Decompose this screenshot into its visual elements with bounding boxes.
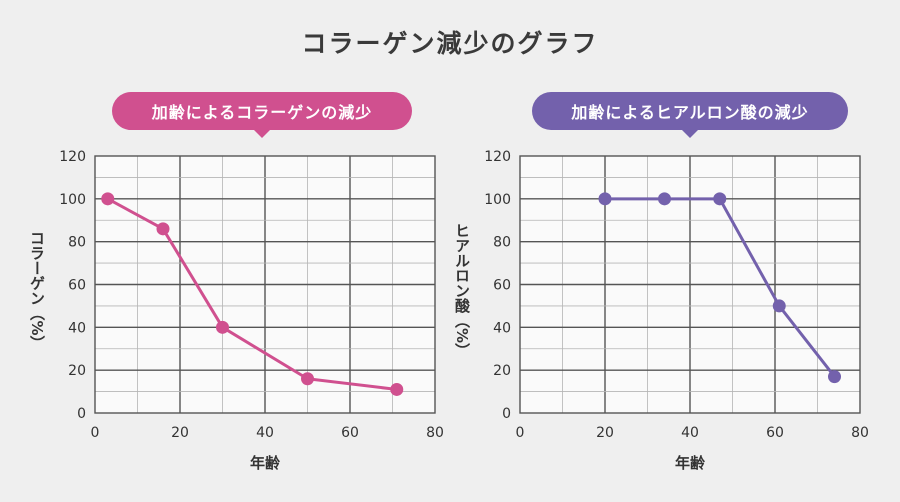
x-tick-label: 80 bbox=[426, 425, 444, 441]
y-tick-label: 60 bbox=[68, 278, 86, 294]
hyaluronic-data-point bbox=[598, 192, 612, 206]
x-tick-label: 0 bbox=[91, 425, 100, 441]
x-tick-label: 20 bbox=[171, 425, 189, 441]
plot-frame bbox=[94, 155, 436, 414]
x-tick-label: 80 bbox=[851, 425, 869, 441]
collagen-chart: 0 20 40 60 80 100 120 0 20 40 60 80 年齢 コラーゲン（%） bbox=[28, 149, 444, 472]
y-tick-label: 80 bbox=[68, 235, 86, 251]
y-tick-label: 20 bbox=[68, 363, 86, 379]
y-tick-label: 120 bbox=[484, 149, 511, 165]
collagen-data-point bbox=[101, 192, 115, 206]
y-tick-label: 40 bbox=[68, 320, 86, 336]
x-tick-label: 60 bbox=[766, 425, 784, 441]
hyaluronic-data-point bbox=[772, 299, 786, 313]
y-tick-label: 100 bbox=[484, 192, 511, 208]
x-tick-label: 0 bbox=[516, 425, 525, 441]
page-title: コラーゲン減少のグラフ bbox=[301, 29, 599, 58]
collagen-chart-badge: 加齢によるコラーゲンの減少 bbox=[112, 92, 412, 138]
y-tick-label: 120 bbox=[59, 149, 86, 165]
hyaluronic-data-point bbox=[828, 370, 841, 384]
plot-frame bbox=[519, 155, 861, 414]
y-tick-label: 80 bbox=[493, 235, 511, 251]
x-tick-label: 60 bbox=[341, 425, 359, 441]
hyaluronic-chart-badge: 加齢によるヒアルロン酸の減少 bbox=[532, 92, 848, 138]
x-tick-label: 40 bbox=[256, 425, 274, 441]
x-axis-label: 年齢 bbox=[250, 454, 281, 472]
x-axis-label: 年齢 bbox=[675, 454, 706, 472]
x-tick-label: 40 bbox=[681, 425, 699, 441]
collagen-data-point bbox=[156, 222, 170, 236]
hyaluronic-data-point bbox=[713, 192, 727, 206]
y-tick-label: 0 bbox=[502, 406, 511, 422]
collagen-data-point bbox=[216, 320, 229, 334]
x-tick-label: 20 bbox=[596, 425, 614, 441]
hyaluronic-chart: 0 20 40 60 80 100 120 0 20 40 60 80 年齢 ヒアルロン酸（%） bbox=[453, 149, 869, 472]
collagen-data-point bbox=[301, 372, 314, 386]
y-tick-label: 40 bbox=[493, 320, 511, 336]
y-axis-label: ヒアルロン酸（%） bbox=[453, 223, 471, 358]
y-tick-label: 60 bbox=[493, 278, 511, 294]
collagen-data-point bbox=[390, 382, 404, 396]
y-axis-label: コラーゲン（%） bbox=[28, 230, 46, 350]
y-tick-label: 0 bbox=[77, 406, 86, 422]
hyaluronic-data-point bbox=[658, 192, 671, 206]
y-tick-label: 100 bbox=[59, 192, 86, 208]
y-tick-label: 20 bbox=[493, 363, 511, 379]
